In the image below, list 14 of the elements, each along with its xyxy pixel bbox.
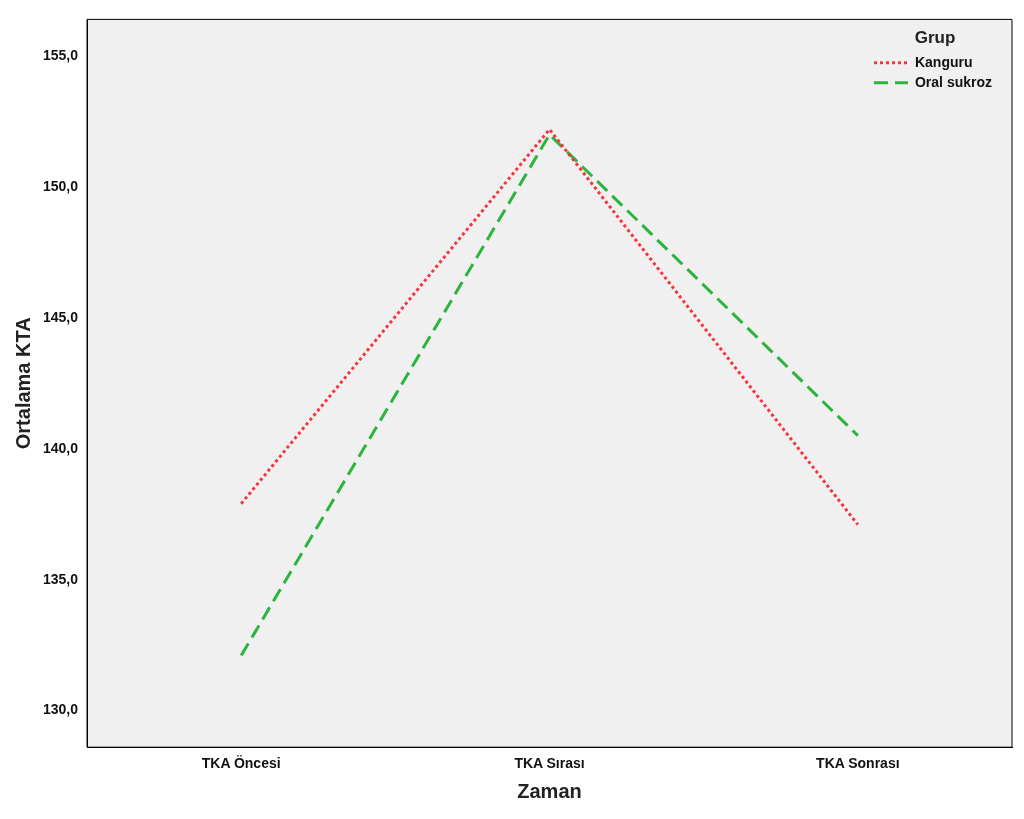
y-tick-label: 155,0 (42, 46, 79, 63)
legend-label: Oral sukroz (914, 73, 992, 90)
y-tick-label: 145,0 (42, 308, 79, 325)
y-tick-label: 130,0 (42, 701, 79, 718)
legend-label: Kanguru (914, 53, 973, 70)
legend-title: Grup (914, 27, 956, 47)
y-tick-label: 135,0 (42, 570, 79, 587)
x-tick-label: TKA Sırası (514, 755, 585, 772)
x-tick-label: TKA Sonrası (816, 755, 900, 772)
x-tick-label: TKA Öncesi (201, 755, 281, 772)
x-axis-title: Zaman (517, 779, 582, 802)
y-tick-label: 140,0 (42, 439, 79, 456)
y-tick-label: 150,0 (42, 177, 79, 194)
y-axis-title: Ortalama KTA (11, 317, 34, 450)
